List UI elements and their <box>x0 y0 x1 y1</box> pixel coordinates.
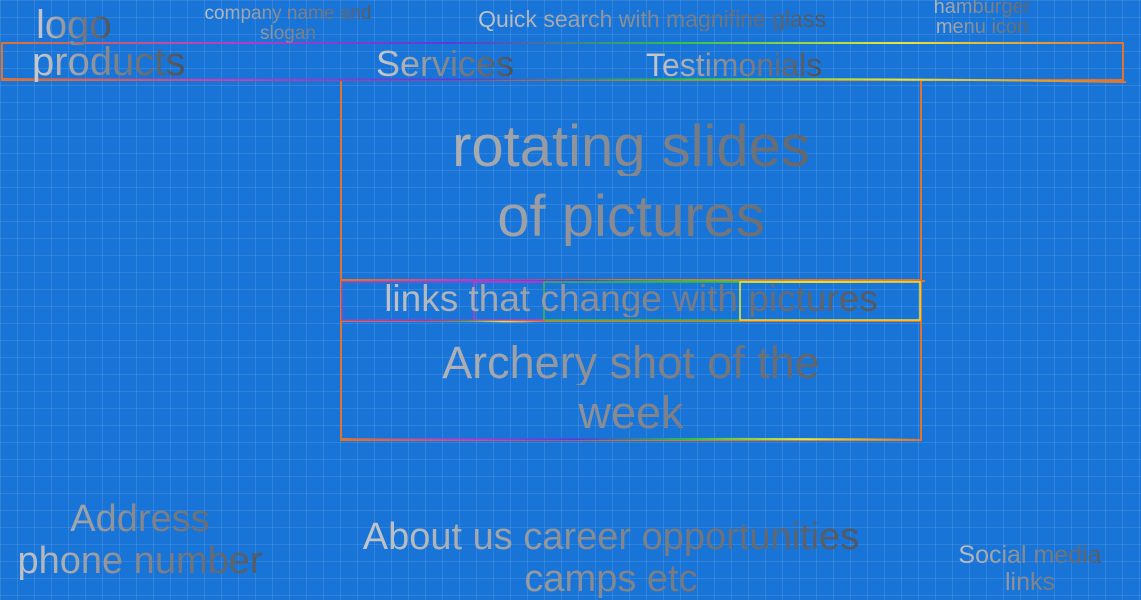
company-name-line1: company name and <box>188 4 388 23</box>
feature-title-line1: Archery shot of the <box>340 340 922 385</box>
feature-title-line2: week <box>340 390 922 435</box>
hamburger-menu-line1[interactable]: hamburger <box>912 0 1052 17</box>
nav-item-testimonials[interactable]: Testimonials <box>646 47 823 83</box>
logo[interactable]: logo <box>36 3 112 47</box>
company-name-line2: slogan <box>188 24 388 43</box>
footer-address: Address <box>0 500 280 538</box>
slideshow-box <box>340 80 922 281</box>
slideshow-title-line2: of pictures <box>340 188 922 246</box>
footer-about-line2[interactable]: camps etc <box>340 560 882 598</box>
nav-item-products[interactable]: products <box>32 40 186 84</box>
footer-about-line1[interactable]: About us career opportunities <box>340 518 882 556</box>
picture-links-text[interactable]: links that change with pictures <box>342 280 920 317</box>
nav-item-services[interactable]: Services <box>376 43 515 84</box>
hamburger-menu-line2[interactable]: menu icon <box>912 17 1052 37</box>
footer-social-line1[interactable]: Social media <box>944 543 1116 568</box>
quick-search[interactable]: Quick search with magnifine glass <box>460 8 844 31</box>
footer-social-line2[interactable]: links <box>944 570 1116 595</box>
footer-phone: phone number <box>0 542 280 580</box>
slideshow-title-line1: rotating slides <box>340 118 922 176</box>
